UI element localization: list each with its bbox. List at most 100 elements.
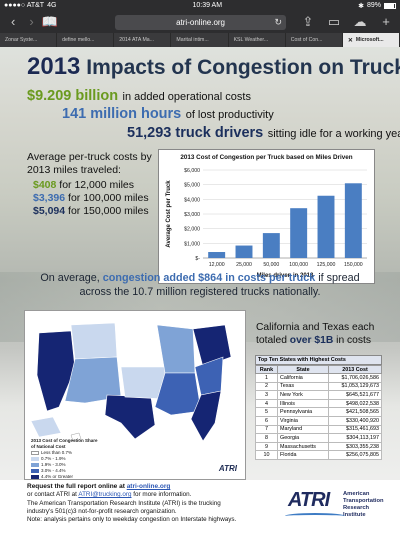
network-label: 4G	[47, 2, 57, 9]
table-row: 6 Virginia $330,400,920	[255, 415, 382, 426]
battery-percent: 89%	[366, 2, 381, 9]
tab-label: Marital intim...	[176, 37, 209, 43]
tab-2[interactable]: 2014 ATA Ma...	[114, 33, 172, 47]
x-axis-label: Miles driven in 2013	[257, 273, 314, 279]
legend-swatch	[31, 456, 39, 461]
tab-label: Zonar Syste...	[5, 37, 38, 43]
stat-value: 51,293 truck drivers	[127, 125, 264, 141]
bar	[262, 233, 280, 258]
req-pre: Request the full report online at	[27, 483, 127, 490]
cell-cost: $256,075,805	[328, 450, 382, 460]
cell-cost: $1,706,026,586	[328, 373, 382, 383]
cell-state: Pennsylvania	[276, 407, 330, 417]
forward-button[interactable]: ›	[29, 14, 34, 29]
map-region-northeast	[192, 324, 232, 368]
col-state: State	[276, 365, 330, 374]
tab-strip: Zonar Syste... define mello... 2014 ATA …	[0, 33, 400, 47]
reload-icon[interactable]: ↻	[274, 16, 282, 27]
logo-line: American	[343, 491, 370, 497]
y-tick-label: $6,000	[184, 168, 200, 174]
legend-swatch	[31, 462, 39, 467]
mid-pre: On average,	[40, 272, 103, 284]
table-caption: Top Ten States with Highest Costs	[255, 355, 382, 365]
close-tab-icon[interactable]: ✕	[347, 37, 353, 44]
legend-item: 0.7% - 1.9%	[31, 456, 101, 462]
legend-item: 3.0% - 4.4%	[31, 468, 101, 474]
avg-value: $5,094	[33, 205, 66, 217]
y-tick-label: $3,000	[184, 212, 200, 218]
x-tick-label: 25,000	[236, 262, 252, 268]
x-tick-label: 50,000	[263, 262, 279, 268]
cell-cost: $645,521,677	[328, 390, 382, 400]
map-region-west	[36, 330, 76, 412]
logo-word: ATRI	[288, 489, 330, 511]
cloud-tabs-icon[interactable]: ☁	[353, 14, 367, 29]
atri-email-link[interactable]: ATRI@trucking.org	[78, 491, 132, 499]
bar	[235, 245, 253, 258]
map-legend-title: 2013 Cost of Congestion Share of Nationa…	[31, 438, 98, 449]
bar-chart-svg: $- $1,000 $2,000 $3,000 $4,000 $5,000 $6,000 12…	[166, 168, 367, 279]
cell-state: California	[276, 373, 330, 383]
legend-item: 4.4% or Greater	[31, 474, 101, 480]
logo-line: Research	[343, 505, 370, 511]
page-title: 2013 Impacts of Congestion on Trucking	[27, 53, 400, 81]
cell-state: New York	[276, 390, 330, 400]
cell-cost: $304,113,197	[328, 433, 382, 443]
atri-logo: ATRI American Transportation Research In…	[285, 485, 395, 525]
cell-rank: 1	[255, 373, 278, 383]
ca-tx-text: California and Texas each totaled over $…	[256, 321, 386, 347]
table-row: 8 Georgia $304,113,197	[255, 433, 382, 443]
logo-line: Transportation	[343, 498, 384, 504]
map-region-plains	[114, 322, 162, 368]
logo-line: Institute	[343, 512, 366, 518]
bluetooth-icon: ✱	[358, 2, 364, 10]
bar	[344, 183, 362, 258]
tab-label: Cost of Con...	[290, 37, 323, 43]
legend-swatch	[31, 450, 39, 455]
table-row: 7 Maryland $315,461,693	[255, 424, 382, 435]
map-region-midwest	[156, 324, 196, 374]
table-header-row: Rank State 2013 Cost	[255, 365, 382, 374]
share-icon[interactable]: ⇪	[302, 14, 314, 29]
col-cost: 2013 Cost	[328, 365, 382, 374]
cell-rank: 8	[255, 433, 278, 443]
tab-6-active[interactable]: ✕ Microsoft...	[342, 33, 400, 47]
tab-4[interactable]: KSL Weather...	[229, 33, 286, 47]
footer-text: Request the full report online at atri-o…	[27, 483, 287, 524]
bookmarks-icon[interactable]: 📖	[41, 14, 59, 29]
atri-site-link[interactable]: atri-online.org	[126, 483, 171, 490]
title-text: Impacts of Congestion on Trucking	[86, 56, 400, 79]
cell-cost: $1,053,129,673	[328, 381, 382, 392]
avg-row: $5,094 for 150,000 miles	[33, 205, 149, 218]
mid-post: if spread across the 10.7 million regist…	[79, 272, 360, 298]
contact-line: or contact ATRI at ATRI@trucking.org for…	[27, 491, 287, 499]
x-tick-label: 12,000	[209, 262, 225, 268]
url-text: atri-online.org	[176, 17, 226, 27]
note-line: Note: analysis pertains only to weekday …	[27, 516, 237, 524]
table-row: 2 Texas $1,053,129,673	[255, 381, 382, 392]
back-button[interactable]: ‹	[11, 14, 16, 29]
y-axis-label: Average Cost per Truck	[166, 180, 172, 248]
legend-swatch	[31, 468, 39, 473]
tab-1[interactable]: define mello...	[57, 33, 115, 47]
stat-lost-hours: 141 million hours of lost productivity	[62, 105, 274, 123]
cell-state: Maryland	[276, 424, 330, 435]
new-tab-icon[interactable]: +	[382, 14, 390, 29]
tab-3[interactable]: Marital intim...	[171, 33, 229, 47]
tab-0[interactable]: Zonar Syste...	[0, 33, 58, 47]
cell-rank: 6	[255, 415, 278, 426]
cell-state: Virginia	[276, 415, 330, 426]
cell-state: Georgia	[276, 433, 330, 443]
tab-5[interactable]: Cost of Con...	[286, 33, 343, 47]
address-bar[interactable]: atri-online.org ↻	[115, 14, 286, 30]
status-bar: ●●●●○ AT&T 4G 10:39 AM ✱ 89%	[0, 0, 400, 11]
reading-list-icon[interactable]: ▭	[327, 14, 341, 29]
map-region-mountain	[64, 356, 122, 404]
about-line-1: The American Transportation Research Ins…	[27, 499, 221, 507]
cell-rank: 10	[255, 450, 278, 460]
infographic: 2013 Impacts of Congestion on Trucking $…	[0, 47, 400, 533]
table-row: 1 California $1,706,026,586	[255, 373, 382, 383]
avg-text: for 100,000 miles	[68, 192, 149, 204]
avg-value: $408	[33, 179, 57, 191]
map-region-texas	[104, 394, 156, 440]
